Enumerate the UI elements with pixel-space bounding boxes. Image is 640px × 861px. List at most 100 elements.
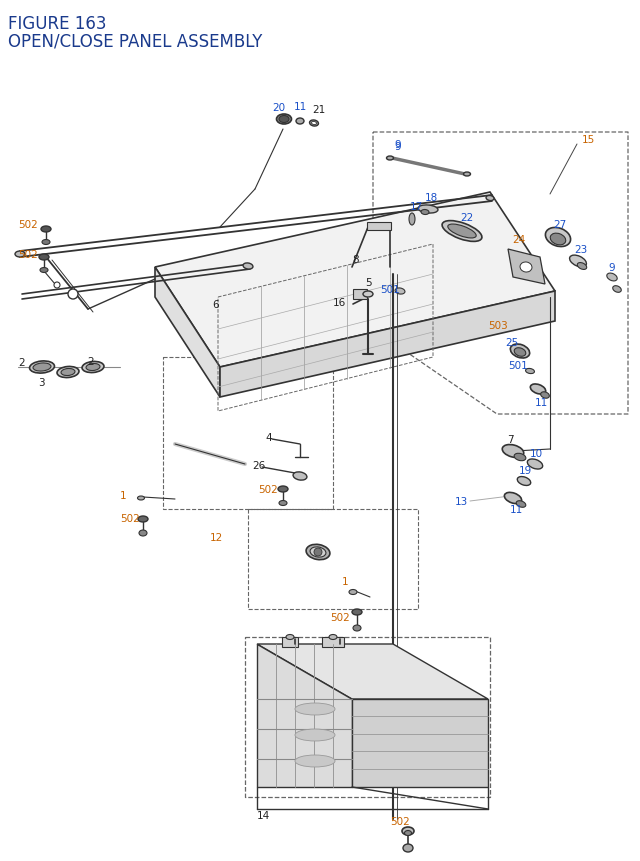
Ellipse shape	[402, 827, 414, 835]
Ellipse shape	[40, 268, 48, 273]
Text: 10: 10	[530, 449, 543, 458]
Ellipse shape	[516, 501, 526, 508]
Text: 20: 20	[272, 102, 285, 113]
Ellipse shape	[545, 228, 571, 247]
Text: 19: 19	[519, 466, 532, 475]
Text: 9: 9	[608, 263, 614, 273]
Text: 26: 26	[252, 461, 265, 470]
Ellipse shape	[442, 221, 482, 242]
Text: 502: 502	[18, 220, 38, 230]
Ellipse shape	[349, 590, 357, 595]
Text: 24: 24	[512, 235, 525, 245]
Text: 13: 13	[455, 497, 468, 506]
Ellipse shape	[295, 703, 335, 715]
Ellipse shape	[286, 635, 294, 640]
Circle shape	[54, 282, 60, 288]
Text: FIGURE 163: FIGURE 163	[8, 15, 106, 33]
Text: 2: 2	[18, 357, 24, 368]
Circle shape	[68, 289, 78, 300]
Polygon shape	[155, 193, 555, 368]
Ellipse shape	[82, 362, 104, 373]
Ellipse shape	[138, 497, 145, 500]
Text: 12: 12	[210, 532, 223, 542]
Polygon shape	[155, 268, 220, 398]
Ellipse shape	[329, 635, 337, 640]
Text: 25: 25	[505, 338, 518, 348]
Text: 5: 5	[365, 278, 372, 288]
Ellipse shape	[296, 119, 304, 125]
Ellipse shape	[541, 393, 549, 399]
Ellipse shape	[61, 369, 75, 376]
Ellipse shape	[463, 173, 470, 177]
Ellipse shape	[352, 610, 362, 616]
Ellipse shape	[293, 473, 307, 480]
Text: 27: 27	[553, 220, 566, 230]
Ellipse shape	[295, 755, 335, 767]
Ellipse shape	[409, 214, 415, 226]
Ellipse shape	[520, 263, 532, 273]
Ellipse shape	[310, 548, 326, 557]
Ellipse shape	[279, 116, 289, 123]
Polygon shape	[257, 644, 352, 787]
Text: 502: 502	[18, 250, 38, 260]
Text: 503: 503	[488, 320, 508, 331]
Ellipse shape	[403, 844, 413, 852]
Bar	[367, 223, 391, 231]
Ellipse shape	[486, 196, 494, 201]
Text: 9: 9	[394, 142, 401, 152]
Ellipse shape	[41, 226, 51, 232]
Ellipse shape	[57, 367, 79, 378]
Ellipse shape	[550, 234, 566, 245]
Text: 1: 1	[342, 576, 349, 586]
Ellipse shape	[86, 364, 100, 371]
Circle shape	[314, 548, 322, 556]
Text: 501: 501	[380, 285, 400, 294]
Text: 502: 502	[390, 816, 410, 826]
Ellipse shape	[418, 206, 438, 214]
Text: 9: 9	[394, 139, 401, 150]
Text: 7: 7	[507, 435, 514, 444]
Text: 502: 502	[120, 513, 140, 523]
Ellipse shape	[42, 240, 50, 245]
Text: 11: 11	[294, 102, 307, 112]
Text: 17: 17	[410, 201, 423, 212]
Ellipse shape	[510, 344, 530, 358]
Text: 23: 23	[574, 245, 588, 255]
Ellipse shape	[531, 385, 546, 394]
Ellipse shape	[15, 251, 25, 257]
Ellipse shape	[404, 831, 412, 835]
Ellipse shape	[387, 157, 394, 161]
Ellipse shape	[514, 349, 526, 356]
Text: 1: 1	[120, 491, 127, 500]
Polygon shape	[508, 250, 545, 285]
Ellipse shape	[570, 256, 586, 268]
Text: 3: 3	[38, 378, 45, 387]
Ellipse shape	[276, 115, 291, 125]
Text: 502: 502	[330, 612, 349, 623]
Text: 8: 8	[352, 255, 358, 264]
Ellipse shape	[353, 625, 361, 631]
Ellipse shape	[395, 288, 405, 294]
Polygon shape	[352, 699, 488, 787]
Text: 2: 2	[87, 356, 93, 367]
Text: 501: 501	[508, 361, 528, 370]
Ellipse shape	[310, 121, 319, 127]
Text: 4: 4	[265, 432, 271, 443]
Bar	[322, 637, 344, 647]
Text: 11: 11	[535, 398, 548, 407]
Ellipse shape	[312, 122, 316, 126]
Ellipse shape	[138, 517, 148, 523]
Ellipse shape	[363, 292, 373, 298]
Ellipse shape	[525, 369, 534, 375]
Text: 16: 16	[333, 298, 346, 307]
Ellipse shape	[502, 445, 524, 458]
Text: 22: 22	[460, 213, 473, 223]
Text: 15: 15	[582, 135, 595, 145]
Ellipse shape	[33, 363, 51, 372]
Ellipse shape	[514, 454, 526, 461]
Bar	[353, 289, 367, 300]
Ellipse shape	[448, 225, 476, 238]
Ellipse shape	[295, 729, 335, 741]
Ellipse shape	[29, 362, 54, 374]
Text: 14: 14	[257, 810, 270, 820]
